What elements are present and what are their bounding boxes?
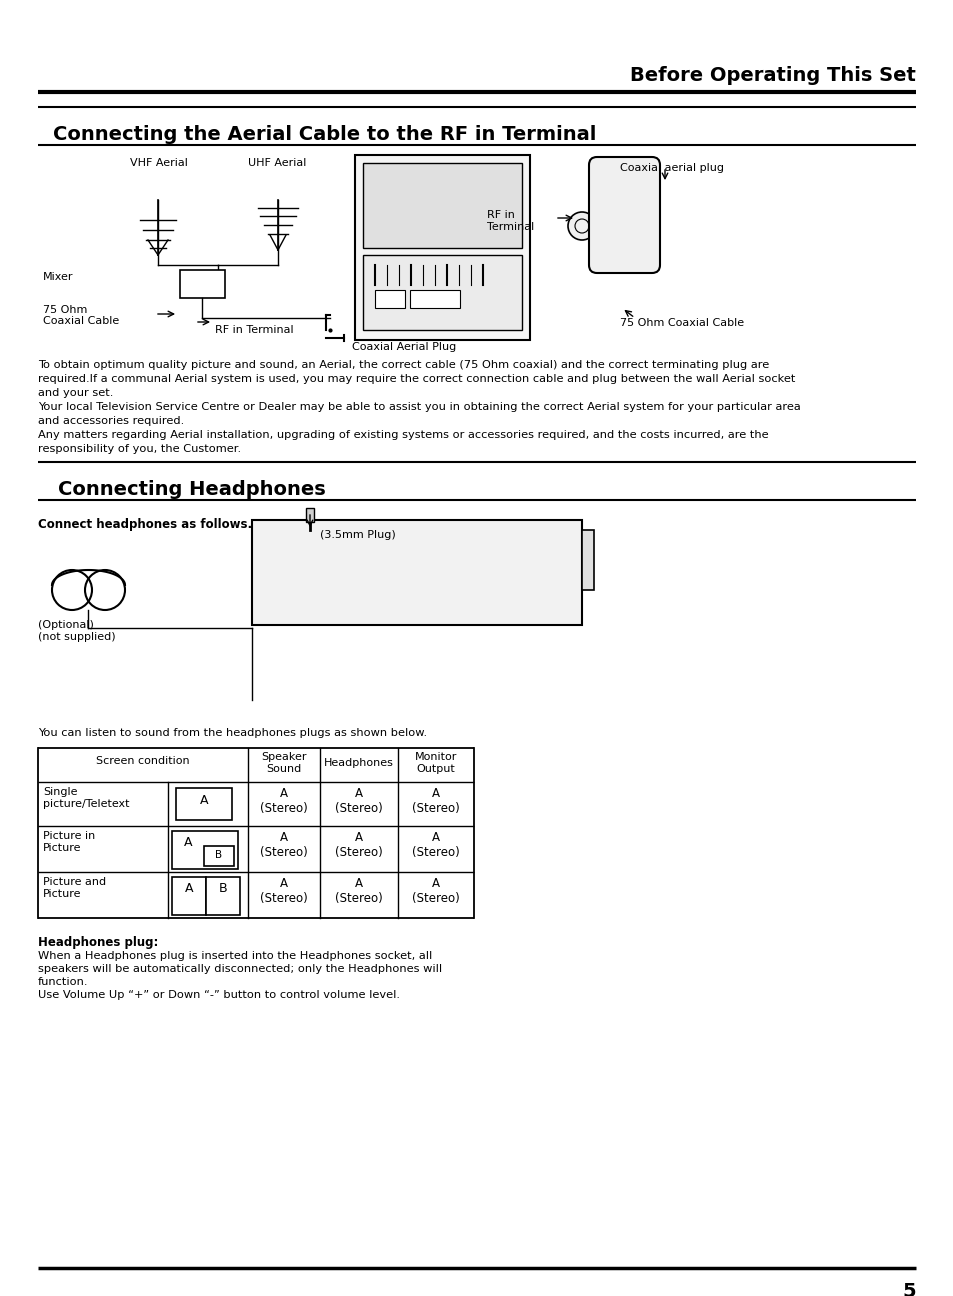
Bar <box>180 270 225 298</box>
Text: A: A <box>199 794 208 807</box>
Text: Connecting Headphones: Connecting Headphones <box>58 480 325 499</box>
Text: RF in: RF in <box>486 210 515 220</box>
Text: (Optional): (Optional) <box>38 619 93 630</box>
Text: A
(Stereo): A (Stereo) <box>335 787 382 815</box>
Circle shape <box>291 540 329 579</box>
Text: speakers will be automatically disconnected; only the Headphones will: speakers will be automatically disconnec… <box>38 964 441 975</box>
Text: Coaxial aerial plug: Coaxial aerial plug <box>619 163 723 172</box>
Bar <box>363 255 521 330</box>
Text: Mixer: Mixer <box>43 272 73 283</box>
Text: A
(Stereo): A (Stereo) <box>412 877 459 905</box>
Text: When a Headphones plug is inserted into the Headphones socket, all: When a Headphones plug is inserted into … <box>38 951 432 962</box>
Text: VHF Aerial: VHF Aerial <box>130 158 188 168</box>
Circle shape <box>304 553 315 566</box>
Bar <box>206 877 240 915</box>
Text: To obtain optimum quality picture and sound, an Aerial, the correct cable (75 Oh: To obtain optimum quality picture and so… <box>38 360 768 369</box>
Text: Connect headphones as follows.: Connect headphones as follows. <box>38 518 252 531</box>
Text: Coaxial Cable: Coaxial Cable <box>43 316 119 327</box>
Text: RF in Terminal: RF in Terminal <box>214 325 294 334</box>
Bar <box>581 530 594 590</box>
Text: 75 Ohm Coaxial Cable: 75 Ohm Coaxial Cable <box>619 318 743 328</box>
Text: You can listen to sound from the headphones plugs as shown below.: You can listen to sound from the headpho… <box>38 728 427 737</box>
Bar <box>252 520 581 625</box>
Text: 5: 5 <box>902 1282 915 1296</box>
Bar <box>410 290 459 308</box>
Text: Monitor
Output: Monitor Output <box>415 752 456 774</box>
Text: and your set.: and your set. <box>38 388 113 398</box>
Text: A
(Stereo): A (Stereo) <box>260 787 308 815</box>
Text: Screen condition: Screen condition <box>96 756 190 766</box>
Text: UHF Aerial: UHF Aerial <box>248 158 306 168</box>
Circle shape <box>426 540 463 579</box>
Text: A
(Stereo): A (Stereo) <box>335 831 382 859</box>
Bar <box>355 156 530 340</box>
Circle shape <box>298 550 320 572</box>
Text: function.: function. <box>38 977 89 988</box>
Text: Speaker
Sound: Speaker Sound <box>261 752 307 774</box>
Text: A
(Stereo): A (Stereo) <box>260 877 308 905</box>
Text: 75 Ohm: 75 Ohm <box>43 305 88 315</box>
Text: Picture and
Picture: Picture and Picture <box>43 877 106 898</box>
FancyBboxPatch shape <box>588 157 659 273</box>
Bar <box>306 508 314 522</box>
Text: A: A <box>185 883 193 896</box>
Text: B: B <box>218 883 227 896</box>
Bar <box>363 163 521 248</box>
Text: A
(Stereo): A (Stereo) <box>335 877 382 905</box>
Text: Headphones plug:: Headphones plug: <box>38 936 158 949</box>
Text: Connecting the Aerial Cable to the RF in Terminal: Connecting the Aerial Cable to the RF in… <box>53 124 596 144</box>
Text: A
(Stereo): A (Stereo) <box>412 787 459 815</box>
Circle shape <box>335 540 374 579</box>
Text: and accessories required.: and accessories required. <box>38 416 184 426</box>
Text: Terminal: Terminal <box>486 222 534 232</box>
Bar <box>204 846 233 866</box>
Text: required.If a communal Aerial system is used, you may require the correct connec: required.If a communal Aerial system is … <box>38 375 795 384</box>
Bar <box>172 831 237 870</box>
Circle shape <box>471 540 509 579</box>
Text: responsibility of you, the Customer.: responsibility of you, the Customer. <box>38 445 241 454</box>
Text: Your local Television Service Centre or Dealer may be able to assist you in obta: Your local Television Service Centre or … <box>38 402 800 412</box>
Text: Picture in
Picture: Picture in Picture <box>43 831 95 853</box>
Text: A
(Stereo): A (Stereo) <box>260 831 308 859</box>
Text: (3.5mm Plug): (3.5mm Plug) <box>319 530 395 540</box>
Bar <box>172 877 206 915</box>
Text: Headphones: Headphones <box>324 758 394 769</box>
Text: Before Operating This Set: Before Operating This Set <box>630 66 915 86</box>
Text: B: B <box>215 850 222 861</box>
Text: A: A <box>184 836 193 849</box>
Text: Single
picture/Teletext: Single picture/Teletext <box>43 787 130 809</box>
Text: Coaxial Aerial Plug: Coaxial Aerial Plug <box>352 342 456 353</box>
Text: A
(Stereo): A (Stereo) <box>412 831 459 859</box>
Circle shape <box>380 540 418 579</box>
Text: (not supplied): (not supplied) <box>38 632 115 642</box>
Bar <box>175 788 232 820</box>
Text: Any matters regarding Aerial installation, upgrading of existing systems or acce: Any matters regarding Aerial installatio… <box>38 430 768 441</box>
Bar <box>375 290 405 308</box>
Circle shape <box>567 213 596 240</box>
Text: Use Volume Up “+” or Down “-” button to control volume level.: Use Volume Up “+” or Down “-” button to … <box>38 990 399 1001</box>
